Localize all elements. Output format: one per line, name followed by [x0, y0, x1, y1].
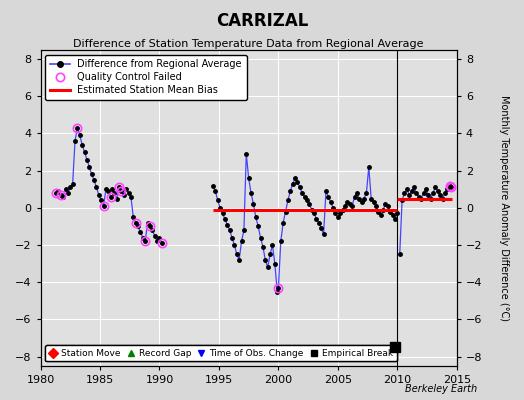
Title: Difference of Station Temperature Data from Regional Average: Difference of Station Temperature Data f… — [73, 39, 424, 49]
Text: CARRIZAL: CARRIZAL — [216, 12, 308, 30]
Y-axis label: Monthly Temperature Anomaly Difference (°C): Monthly Temperature Anomaly Difference (… — [499, 95, 509, 321]
Text: Berkeley Earth: Berkeley Earth — [405, 384, 477, 394]
Legend: Station Move, Record Gap, Time of Obs. Change, Empirical Break: Station Move, Record Gap, Time of Obs. C… — [45, 345, 397, 362]
